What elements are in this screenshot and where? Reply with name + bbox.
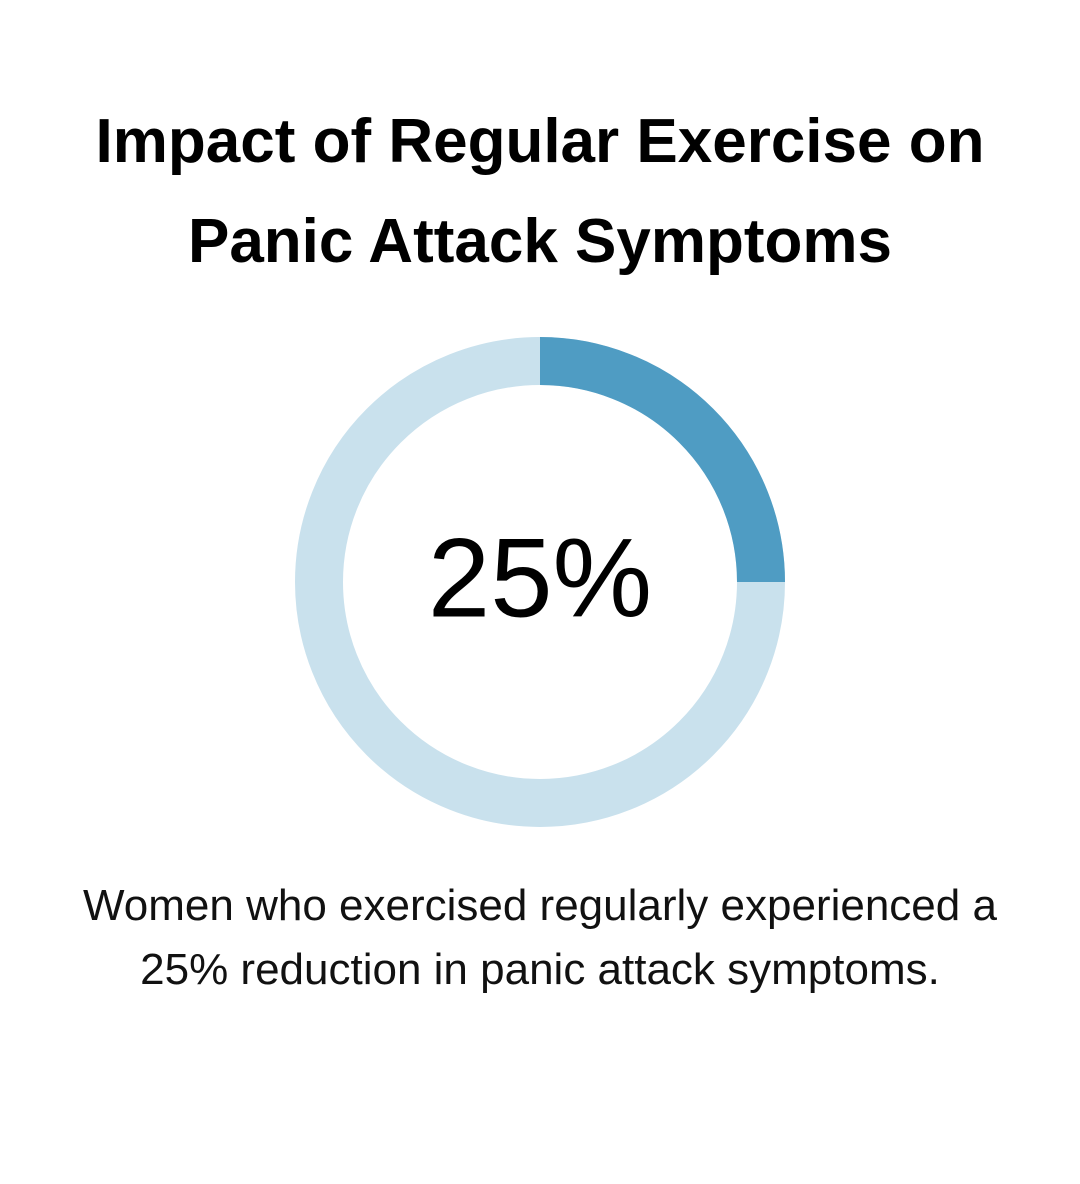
donut-segment: [539, 337, 785, 583]
chart-title: Impact of Regular Exercise on Panic Atta…: [95, 107, 985, 276]
center-value-label: 25%: [428, 516, 652, 641]
caption: Women who exercised regularly experience…: [83, 881, 997, 994]
